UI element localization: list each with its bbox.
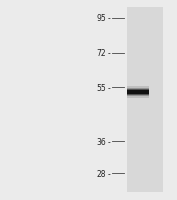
- Bar: [127, 8, 163, 192]
- Text: -: -: [108, 169, 111, 178]
- Text: -: -: [108, 49, 111, 58]
- Text: -: -: [108, 14, 111, 23]
- Text: -: -: [108, 83, 111, 92]
- Text: 72: 72: [97, 49, 106, 58]
- Text: 36: 36: [96, 137, 106, 146]
- Bar: [127, 87, 149, 98]
- Bar: [127, 88, 149, 97]
- Text: 95: 95: [96, 14, 106, 23]
- Text: 55: 55: [96, 83, 106, 92]
- Bar: [127, 90, 149, 96]
- Bar: [127, 90, 149, 95]
- Text: 28: 28: [97, 169, 106, 178]
- Text: -: -: [108, 137, 111, 146]
